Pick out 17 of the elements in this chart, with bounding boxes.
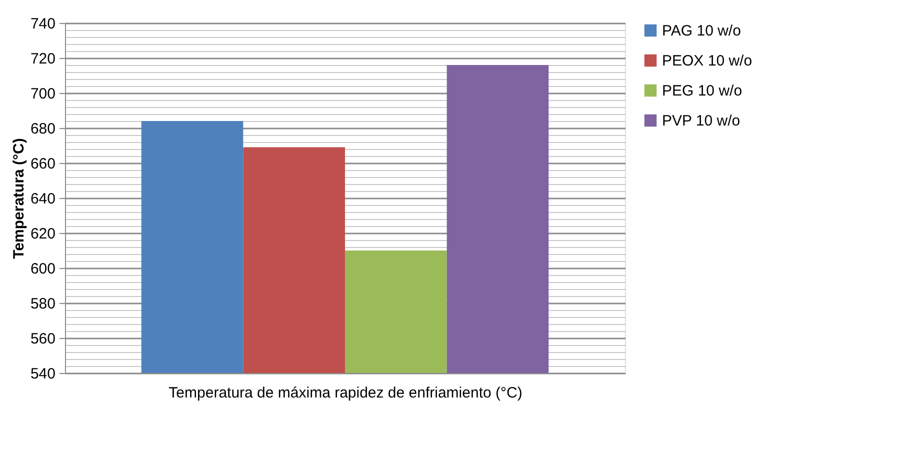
legend-label: PVP 10 w/o <box>662 112 740 130</box>
y-tick-label: 600 <box>30 260 56 278</box>
legend-label: PEG 10 w/o <box>662 82 742 100</box>
y-axis-title: Temperatura (°C) <box>10 138 28 259</box>
y-tick-label: 580 <box>30 296 56 312</box>
y-tick-label: 740 <box>30 16 56 32</box>
y-tick-label: 700 <box>30 86 56 102</box>
y-tick-label: 560 <box>30 330 56 348</box>
y-tick-label: 640 <box>30 190 56 208</box>
y-tick-label: 680 <box>30 120 56 138</box>
legend-label: PEOX 10 w/o <box>662 52 752 70</box>
legend-label: PAG 10 w/o <box>662 22 741 40</box>
y-tick-label: 660 <box>30 156 56 172</box>
x-axis-title: Temperatura de máxima rapidez de enfriamiento (°C) <box>168 384 522 402</box>
y-tick-label: 540 <box>30 366 56 382</box>
y-tick-label: 720 <box>30 50 56 68</box>
y-tick-label: 620 <box>30 226 56 242</box>
